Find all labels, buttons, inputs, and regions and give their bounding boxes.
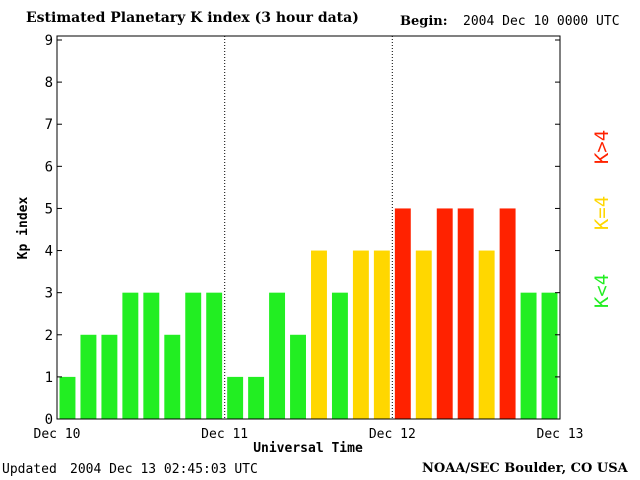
kp-bar-21 [499,208,516,419]
kp-bar-1 [80,334,97,419]
kp-bar-20 [478,250,495,419]
kp-bar-0 [59,376,76,419]
kp-bar-18 [436,208,453,419]
kp-bar-8 [227,376,244,419]
kp-bar-12 [311,250,327,419]
chart-title: Estimated Planetary K index (3 hour data… [26,10,359,26]
kp-bar-2 [101,334,118,419]
x-axis-label: Universal Time [253,441,363,456]
kp-bar-9 [248,376,265,419]
begin-label: Begin: [400,14,448,29]
kp-bar-3 [122,292,139,419]
kp-bar-6 [185,292,202,419]
source-credit: NOAA/SEC Boulder, CO USA [422,461,628,476]
kp-bar-16 [394,208,411,419]
legend-high: K>4 [591,130,613,164]
kp-bar-4 [143,292,160,419]
begin-value: 2004 Dec 10 0000 UTC [463,14,620,29]
kp-bar-17 [415,250,432,419]
y-tick-label-4: 4 [45,244,53,260]
y-tick-label-7: 7 [45,117,53,133]
updated-value: 2004 Dec 13 02:45:03 UTC [70,462,258,477]
x-day-label-1: Dec 11 [201,427,248,442]
y-tick-label-2: 2 [45,328,53,344]
kp-bar-19 [457,208,474,419]
y-tick-label-3: 3 [45,286,53,302]
x-day-label-3: Dec 13 [537,427,584,442]
plot-frame [56,35,561,420]
y-tick-label-1: 1 [45,370,53,386]
y-tick-label-6: 6 [45,159,53,175]
kp-bar-13 [331,292,348,419]
y-tick-label-8: 8 [45,75,53,91]
updated-label: Updated [2,462,57,477]
kp-bar-11 [290,334,306,419]
kp-bar-23 [541,292,558,419]
x-day-label-2: Dec 12 [369,427,416,442]
y-tick-label-9: 9 [45,33,53,49]
kp-bar-15 [373,250,390,419]
x-day-label-0: Dec 10 [34,427,81,442]
kp-bar-10 [269,292,286,419]
legend-low: K<4 [591,274,613,308]
y-tick-label-0: 0 [45,412,53,428]
kp-bar-14 [352,250,369,419]
kp-bar-5 [164,334,181,419]
kp-bar-7 [206,292,223,419]
kp-bar-22 [520,292,537,419]
y-tick-label-5: 5 [45,201,53,217]
legend-mid: K=4 [591,196,613,230]
y-axis-label: Kp index [16,197,31,260]
